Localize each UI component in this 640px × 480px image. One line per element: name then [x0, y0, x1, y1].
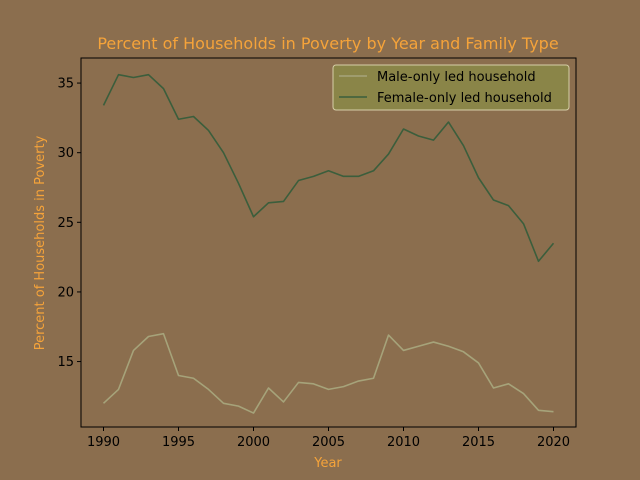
series-line-male: [102, 332, 554, 414]
y-tick-label: 35: [57, 77, 74, 92]
x-tick-label: 2000: [237, 435, 270, 450]
series-line-female: [102, 73, 555, 263]
plot-area: 15 20 25 30 35 1990 1995 2000 2005 2010 2015 2020: [57, 57, 577, 450]
x-tick-label: 2010: [387, 435, 420, 450]
chart-title: Percent of Households in Poverty by Year…: [97, 34, 558, 53]
legend: Male-only led household Female-only led …: [332, 64, 570, 111]
y-tick-label: 15: [57, 355, 74, 370]
y-axis-label: Percent of Households in Poverty: [33, 135, 48, 350]
x-tick-label: 1995: [162, 435, 195, 450]
x-tick-label: 2005: [312, 435, 345, 450]
legend-label-female: Female-only led household: [377, 91, 552, 106]
series-lines: [102, 73, 555, 414]
legend-box: [332, 64, 570, 111]
y-tick-label: 25: [57, 216, 74, 231]
y-tick-label: 30: [57, 146, 74, 161]
x-tick-label: 1990: [87, 435, 120, 450]
y-tick-label: 20: [57, 285, 74, 300]
x-axis-label: Year: [313, 456, 342, 471]
x-tick-label: 2015: [462, 435, 495, 450]
x-tick-label: 2020: [537, 435, 570, 450]
y-axis: 15 20 25 30 35: [57, 77, 81, 370]
legend-label-male: Male-only led household: [377, 70, 536, 85]
x-axis: 1990 1995 2000 2005 2010 2015 2020: [87, 427, 570, 450]
